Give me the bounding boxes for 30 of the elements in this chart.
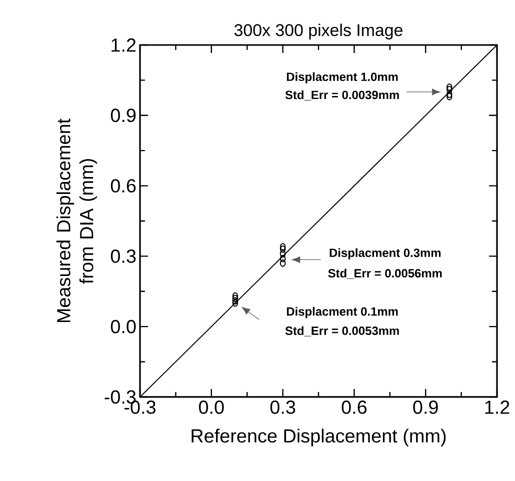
point bbox=[280, 254, 286, 262]
x-tick-label: 0.0 bbox=[198, 400, 224, 414]
point bbox=[280, 260, 286, 267]
point bbox=[446, 84, 452, 91]
annotation: Displacment 0.1mm bbox=[286, 306, 398, 318]
annotation: Std_Err = 0.0053mm bbox=[285, 326, 399, 336]
x-tick-label: 0.9 bbox=[413, 400, 438, 414]
point bbox=[280, 250, 286, 258]
y-tick-label: 0.6 bbox=[110, 179, 136, 192]
annotation: Std_Err = 0.0056mm bbox=[328, 268, 442, 279]
point bbox=[280, 245, 286, 253]
x-axis-title: Reference Displacement (mm) bbox=[192, 428, 446, 446]
point bbox=[446, 92, 452, 100]
x-tick-label: 1.2 bbox=[485, 400, 510, 414]
x-tick-label: 0.3 bbox=[270, 400, 296, 414]
point bbox=[232, 292, 238, 300]
point bbox=[232, 297, 238, 304]
annotation: Displacment 0.3mm bbox=[330, 248, 441, 260]
x-tick-label: 0.6 bbox=[342, 400, 367, 414]
y-tick-label: 0.0 bbox=[110, 320, 136, 334]
y-tick-label: 0.3 bbox=[110, 249, 136, 263]
y-tick-label: 0.9 bbox=[110, 108, 136, 122]
point bbox=[446, 86, 452, 94]
y-axis-title: Measured Displacement from DIA (mm) bbox=[56, 118, 98, 322]
annotation: Std_Err = 0.0039mm bbox=[285, 90, 399, 100]
y-tick-label: 1.2 bbox=[112, 38, 136, 52]
point bbox=[446, 90, 452, 98]
point bbox=[280, 243, 286, 250]
chart-title: 300x 300 pixels Image bbox=[234, 24, 402, 40]
annotation: Displacment 1.0mm bbox=[286, 72, 398, 84]
